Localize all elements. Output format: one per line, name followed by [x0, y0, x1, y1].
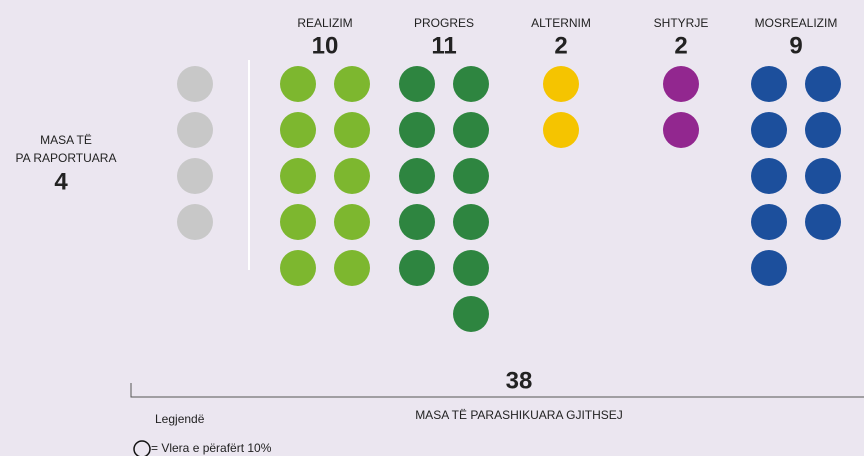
dot [453, 158, 489, 194]
dot [453, 296, 489, 332]
unreported-label: PA RAPORTUARA [16, 151, 117, 165]
dot [453, 204, 489, 240]
dot-group [399, 66, 489, 332]
dot [663, 112, 699, 148]
dot [177, 158, 213, 194]
dot [280, 66, 316, 102]
legend-title: Legjendë [155, 412, 205, 426]
dot [751, 66, 787, 102]
category-label: ALTERNIM [531, 16, 591, 30]
dot [805, 66, 841, 102]
unreported-label: MASA TË [40, 133, 92, 147]
dot [751, 112, 787, 148]
dot [280, 250, 316, 286]
dot [805, 158, 841, 194]
dot [177, 204, 213, 240]
dot [334, 158, 370, 194]
dot [453, 66, 489, 102]
value-label: 2 [674, 32, 687, 59]
dot [399, 204, 435, 240]
dot [453, 250, 489, 286]
dot [805, 112, 841, 148]
dot [280, 112, 316, 148]
category-label: MOSREALIZIM [755, 16, 838, 30]
dot-group [177, 66, 213, 240]
category-label: REALIZIM [297, 16, 352, 30]
dot-group [751, 66, 841, 286]
dot [543, 66, 579, 102]
category-label: SHTYRJE [654, 16, 709, 30]
legend-text: = Vlera e përafërt 10% [151, 441, 272, 455]
dot [334, 112, 370, 148]
value-label: 2 [554, 32, 567, 59]
dot [334, 250, 370, 286]
total-label: MASA TË PARASHIKUARA GJITHSEJ [415, 408, 623, 422]
dot [399, 112, 435, 148]
dot [280, 158, 316, 194]
value-label: 9 [789, 32, 802, 59]
category-label: PROGRES [414, 16, 474, 30]
dot [805, 204, 841, 240]
dot [399, 250, 435, 286]
dot [543, 112, 579, 148]
dot-group [663, 66, 699, 148]
total-value: 38 [506, 367, 533, 394]
dot [663, 66, 699, 102]
value-label: 10 [312, 32, 339, 59]
legend-symbol [133, 440, 151, 456]
dot [751, 158, 787, 194]
dot [399, 66, 435, 102]
unreported-value: 4 [54, 168, 68, 195]
dot [334, 66, 370, 102]
dot [453, 112, 489, 148]
dot-group [543, 66, 579, 148]
value-label: 11 [431, 32, 456, 59]
dot [399, 158, 435, 194]
dot [751, 250, 787, 286]
dot [334, 204, 370, 240]
dot-group [280, 66, 370, 286]
dot [177, 66, 213, 102]
dot [177, 112, 213, 148]
dot [751, 204, 787, 240]
total-bracket [130, 383, 864, 398]
dot [280, 204, 316, 240]
